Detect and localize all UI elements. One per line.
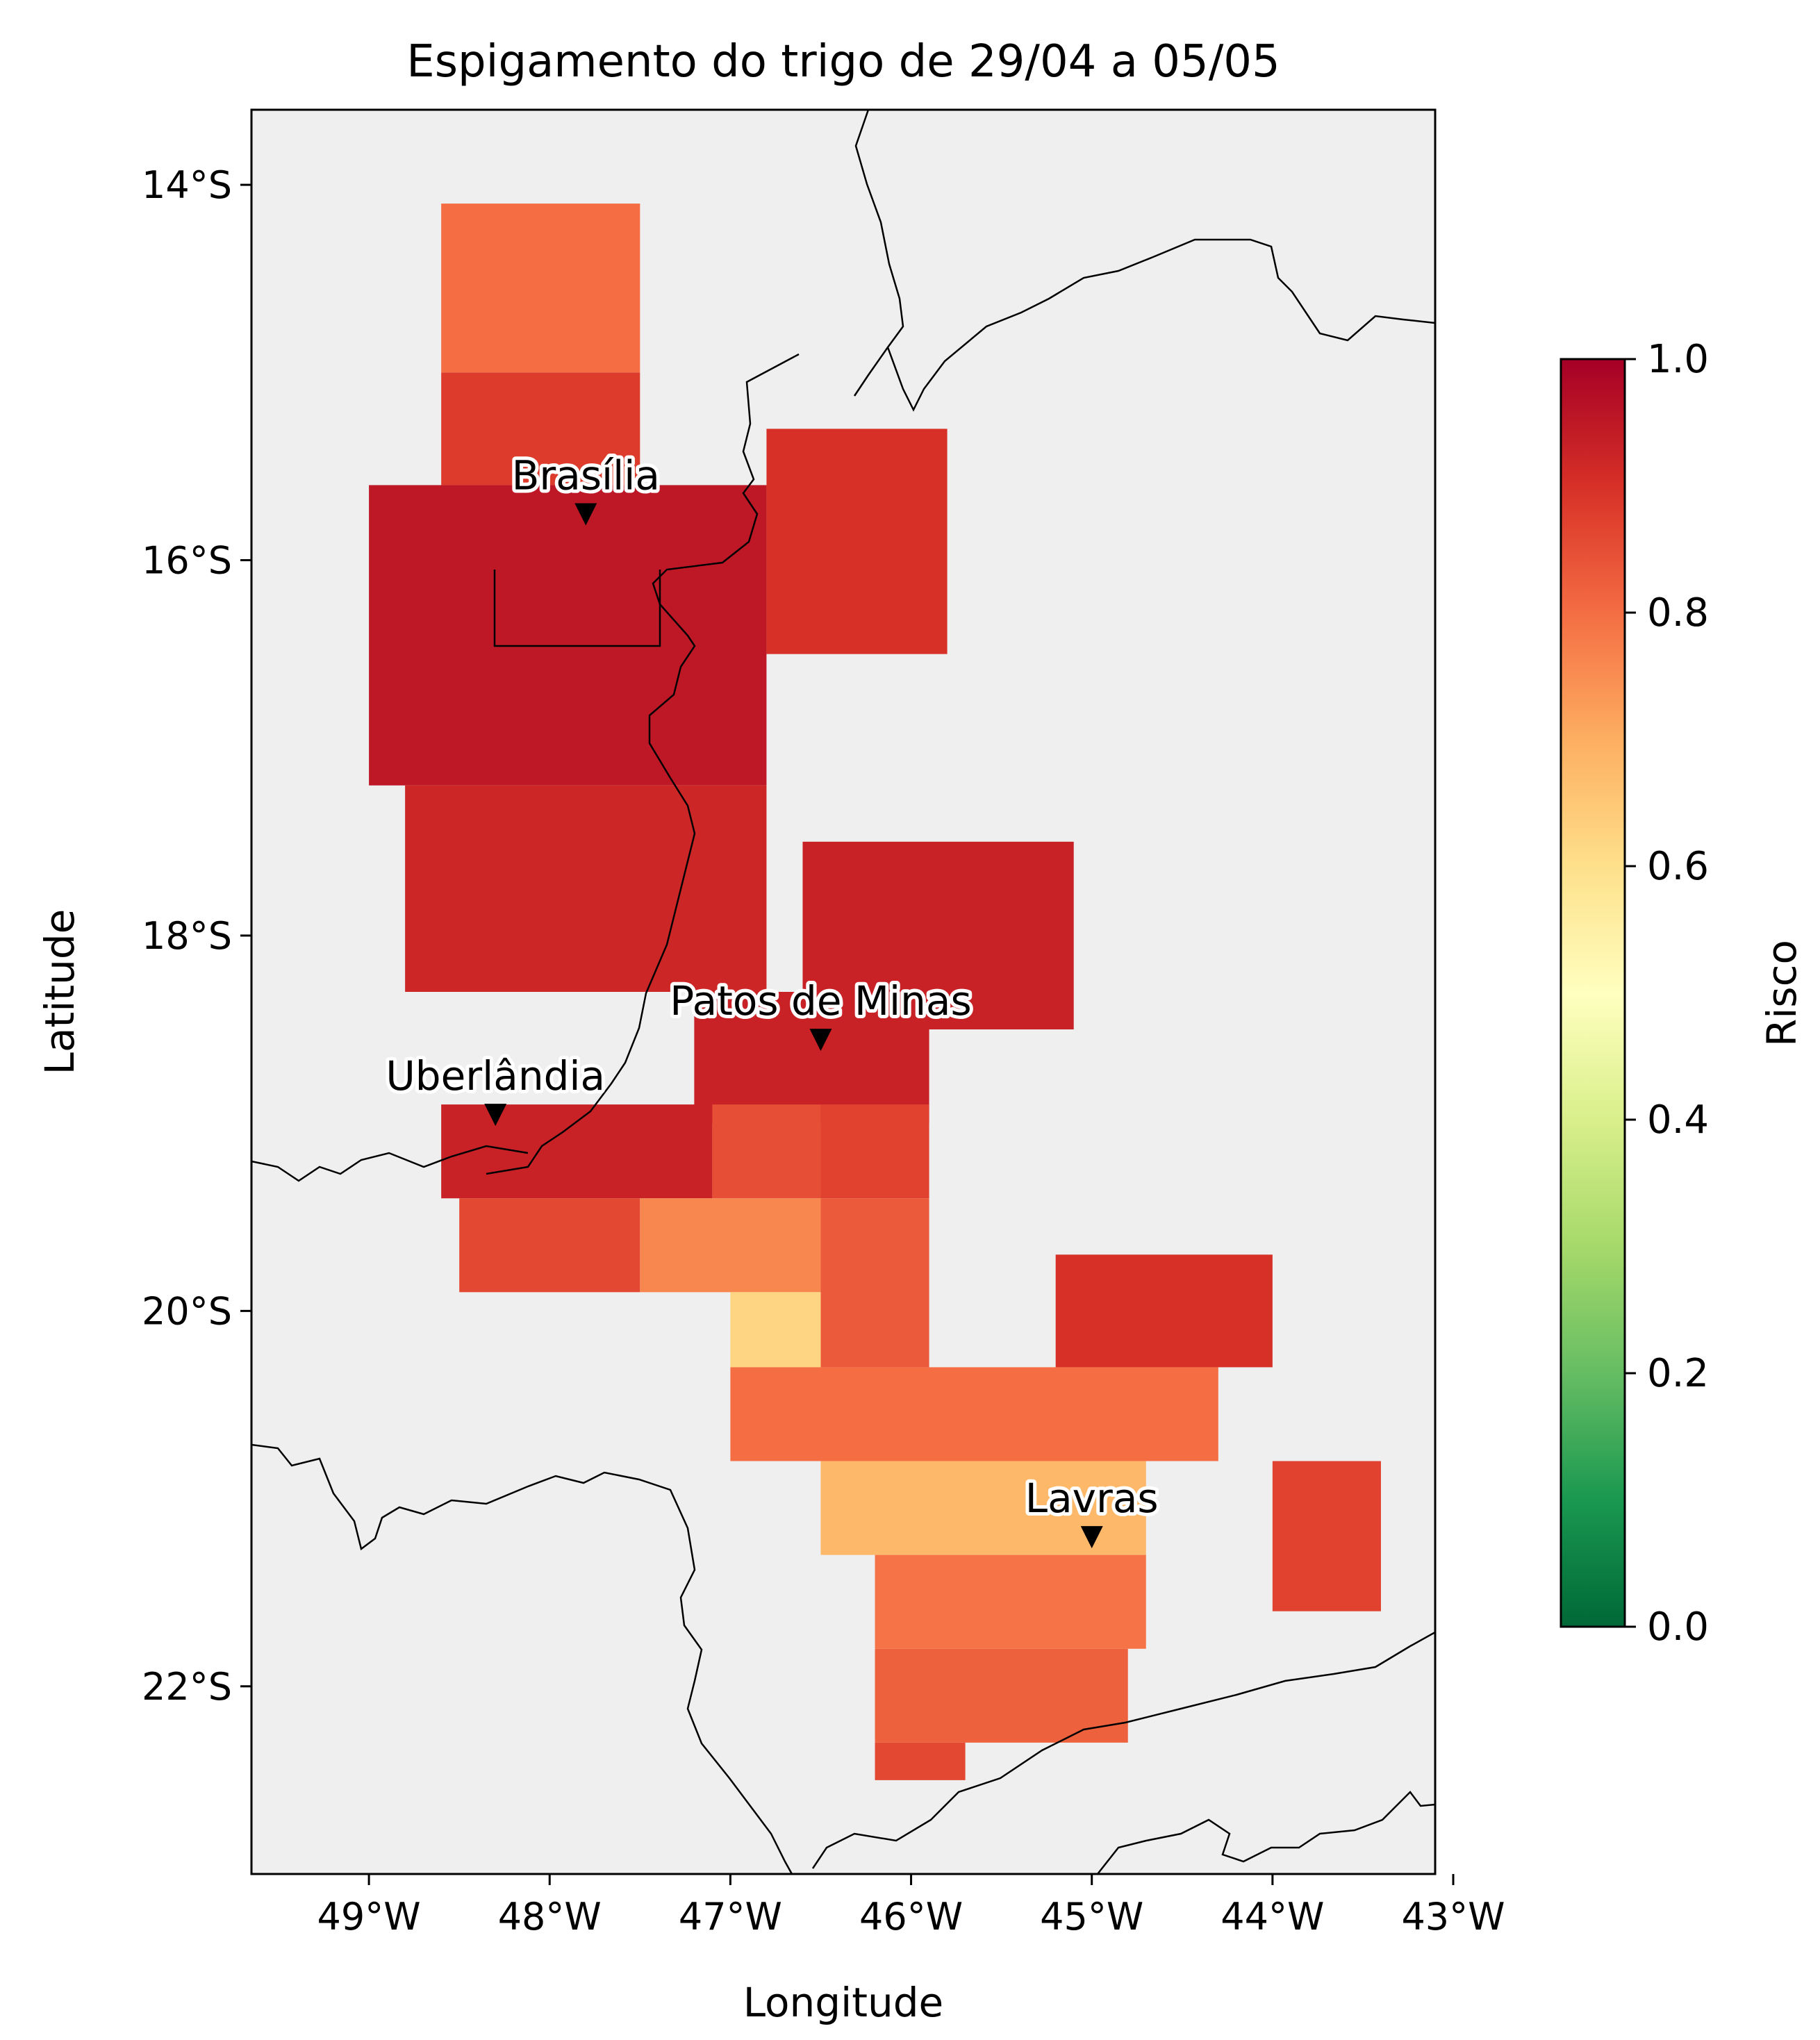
colorbar-gradient bbox=[1560, 358, 1626, 1628]
y-tick-label: 22°S bbox=[142, 1665, 232, 1709]
colorbar-tick-label: 0.4 bbox=[1647, 1097, 1709, 1143]
colorbar-ticks: 0.0 0.2 0.4 0.6 0.8 1.0 bbox=[1625, 337, 1709, 1650]
risk-cell-13 bbox=[730, 1292, 821, 1368]
y-tick-label: 18°S bbox=[142, 914, 232, 958]
x-axis: 49°W 48°W 47°W 46°W 45°W 44°W 43°W bbox=[317, 1874, 1505, 1939]
risk-cell-15 bbox=[730, 1367, 1218, 1461]
colorbar-tick-label: 0.8 bbox=[1647, 590, 1709, 636]
risk-raster bbox=[369, 204, 1381, 1780]
city-label-lavras: Lavras bbox=[1025, 1475, 1159, 1522]
coastline-southeast bbox=[1097, 1791, 1435, 1874]
y-tick-label: 20°S bbox=[142, 1289, 232, 1333]
risk-cell-10 bbox=[459, 1198, 640, 1293]
city-label-halo-patos-de-minas: Patos de Minas bbox=[670, 977, 971, 1025]
y-axis: 14°S 16°S 18°S 20°S 22°S bbox=[142, 163, 251, 1709]
colorbar-tick-label: 0.0 bbox=[1647, 1604, 1709, 1650]
city-label-halo-lavras: Lavras bbox=[1025, 1475, 1159, 1522]
x-tick-label: 46°W bbox=[859, 1895, 963, 1939]
state-border-north bbox=[853, 110, 1435, 412]
city-label-uberlandia: Uberlândia bbox=[386, 1052, 605, 1100]
risk-cell-11 bbox=[640, 1198, 821, 1293]
city-marker-brasilia bbox=[574, 503, 597, 526]
risk-cell-17 bbox=[1272, 1461, 1381, 1611]
city-label-halo-uberlandia: Uberlândia bbox=[386, 1052, 605, 1100]
x-axis-label: Longitude bbox=[743, 1979, 943, 2026]
risk-cell-19 bbox=[875, 1648, 1128, 1743]
x-tick-label: 44°W bbox=[1221, 1895, 1324, 1939]
x-tick-label: 49°W bbox=[317, 1895, 421, 1939]
chart-title: Espigamento do trigo de 29/04 a 05/05 bbox=[406, 36, 1280, 88]
y-tick-label: 16°S bbox=[142, 539, 232, 583]
risk-cell-3 bbox=[405, 785, 767, 992]
risk-cell-20 bbox=[875, 1742, 966, 1780]
state-border-southwest bbox=[251, 1443, 793, 1874]
colorbar-tick-label: 1.0 bbox=[1647, 337, 1709, 382]
colorbar-tick-label: 0.2 bbox=[1647, 1351, 1709, 1396]
risk-cell-14 bbox=[1055, 1254, 1273, 1368]
y-tick-label: 14°S bbox=[142, 163, 232, 207]
risk-cell-1 bbox=[441, 372, 640, 486]
x-tick-label: 48°W bbox=[498, 1895, 602, 1939]
y-axis-label: Latitude bbox=[36, 909, 83, 1075]
x-tick-label: 43°W bbox=[1401, 1895, 1505, 1939]
map-frame bbox=[250, 108, 1437, 1875]
x-tick-label: 45°W bbox=[1040, 1895, 1143, 1939]
state-border-southeast bbox=[811, 1631, 1435, 1869]
risk-cell-7 bbox=[441, 1104, 713, 1199]
df-box bbox=[493, 570, 661, 647]
state-border-west-tri bbox=[251, 1145, 529, 1182]
risk-cell-4 bbox=[766, 429, 948, 654]
x-tick-label: 47°W bbox=[679, 1895, 782, 1939]
risk-cell-8 bbox=[712, 1104, 821, 1199]
state-borders bbox=[251, 110, 1435, 1874]
city-marker-patos-de-minas bbox=[809, 1029, 832, 1052]
risk-cell-9 bbox=[820, 1104, 929, 1199]
colorbar-label: Risco bbox=[1758, 940, 1805, 1047]
city-label-brasilia: Brasília bbox=[512, 451, 660, 499]
risk-cell-6 bbox=[694, 992, 929, 1124]
risk-cell-18 bbox=[875, 1554, 1146, 1649]
risk-cell-12 bbox=[820, 1198, 929, 1368]
risk-cell-0 bbox=[441, 204, 640, 373]
state-border-df-west bbox=[486, 353, 800, 1175]
colorbar-tick-label: 0.6 bbox=[1647, 844, 1709, 889]
city-label-halo-brasilia: Brasília bbox=[512, 451, 660, 499]
colorbar: 0.0 0.2 0.4 0.6 0.8 1.0 Risco bbox=[1560, 337, 1805, 1650]
city-label-patos-de-minas: Patos de Minas bbox=[670, 977, 971, 1025]
risk-cell-2 bbox=[369, 485, 767, 786]
city-marker-lavras bbox=[1080, 1526, 1103, 1549]
city-marker-uberlandia bbox=[484, 1104, 507, 1127]
